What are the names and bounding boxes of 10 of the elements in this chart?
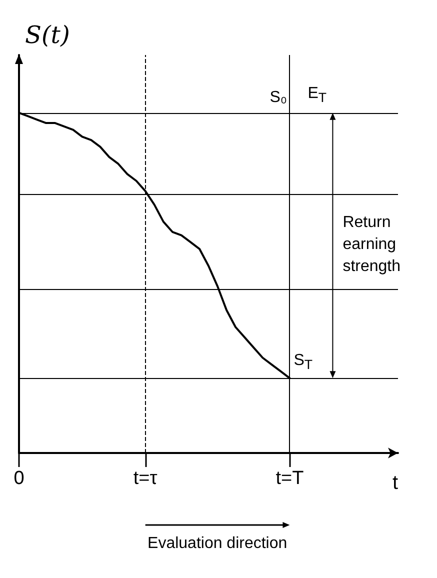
x-tick-label: t=τ	[133, 468, 158, 489]
annotation: S₀	[270, 88, 288, 108]
x-axis-title: t	[392, 472, 398, 494]
text: E$_{T}$	[308, 84, 327, 108]
annotation: S$_{T}$	[294, 351, 313, 374]
x-tick-label: 0	[14, 468, 24, 489]
y-axis-title: S(t)	[25, 21, 70, 49]
annotation: Return earning strength	[342, 213, 402, 278]
x-tick-label: t=T	[276, 468, 304, 489]
text: Evaluation direction	[148, 534, 288, 554]
